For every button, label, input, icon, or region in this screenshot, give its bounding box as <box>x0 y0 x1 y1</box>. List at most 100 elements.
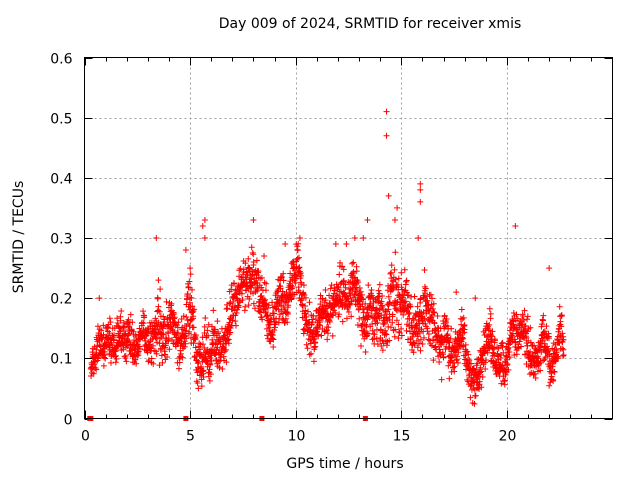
data-point <box>255 285 262 292</box>
data-point <box>112 359 119 366</box>
data-point <box>188 316 195 323</box>
data-point <box>386 337 393 344</box>
data-point <box>93 366 100 373</box>
data-point <box>540 312 547 319</box>
data-point <box>98 327 105 334</box>
data-point <box>171 314 178 321</box>
data-point <box>225 340 232 347</box>
data-point <box>401 266 408 273</box>
data-point <box>391 333 398 340</box>
data-point <box>403 277 410 284</box>
data-point <box>450 364 457 371</box>
data-point <box>232 318 239 325</box>
data-point <box>337 259 344 266</box>
data-point <box>212 351 219 358</box>
data-point <box>216 364 223 371</box>
data-point <box>498 340 505 347</box>
data-point <box>295 240 302 247</box>
data-point <box>383 108 390 115</box>
data-point <box>270 344 277 351</box>
data-point <box>158 352 165 359</box>
data-point <box>398 325 405 332</box>
data-point <box>348 313 355 320</box>
data-point <box>182 247 189 254</box>
data-point <box>355 298 362 305</box>
data-point <box>406 309 413 316</box>
data-point <box>112 352 119 359</box>
data-point <box>219 366 226 372</box>
data-point <box>455 349 462 356</box>
plot-frame <box>84 57 613 419</box>
data-point <box>434 312 441 319</box>
data-point <box>262 287 269 294</box>
data-point <box>316 321 323 328</box>
data-point <box>502 371 509 378</box>
data-point <box>501 377 508 384</box>
data-point <box>527 348 534 355</box>
data-point <box>448 325 455 332</box>
data-point <box>284 319 291 326</box>
data-point <box>187 265 194 272</box>
data-point <box>541 328 548 335</box>
data-point <box>430 337 437 344</box>
data-point <box>376 281 383 288</box>
data-point <box>482 366 489 373</box>
data-point <box>379 303 386 310</box>
data-point <box>416 330 423 337</box>
data-point <box>235 304 242 311</box>
data-point <box>294 255 301 262</box>
data-point <box>175 365 182 372</box>
data-point <box>395 275 402 282</box>
data-point <box>400 311 407 318</box>
data-point <box>539 321 546 328</box>
data-point <box>304 345 311 352</box>
data-point <box>155 303 162 310</box>
data-point <box>254 269 261 276</box>
data-point <box>472 295 479 302</box>
data-point <box>369 327 376 334</box>
data-point <box>414 303 421 310</box>
data-point <box>338 299 345 306</box>
data-point <box>274 293 281 300</box>
data-point <box>535 355 542 362</box>
data-point <box>248 244 255 251</box>
y-tick-label: 0.1 <box>50 352 72 368</box>
data-point <box>417 186 424 193</box>
data-point <box>214 344 221 351</box>
data-point <box>261 279 268 286</box>
data-point <box>287 270 294 277</box>
data-point <box>379 337 386 344</box>
data-point <box>441 312 448 319</box>
data-point <box>239 297 246 304</box>
data-point <box>421 266 428 273</box>
data-point <box>391 266 398 273</box>
data-point <box>339 318 346 325</box>
data-point <box>363 322 370 329</box>
data-point <box>532 375 539 382</box>
data-point <box>285 302 292 309</box>
data-point <box>201 323 208 330</box>
data-point <box>275 306 282 313</box>
data-point <box>357 342 364 349</box>
data-point <box>471 366 478 373</box>
data-point <box>306 351 313 358</box>
x-axis-label: GPS time / hours <box>286 456 404 472</box>
data-point <box>436 346 443 353</box>
data-point <box>391 302 398 309</box>
data-point <box>350 259 357 266</box>
data-point <box>489 328 496 335</box>
data-point <box>228 286 235 293</box>
data-point <box>465 351 472 358</box>
data-point <box>208 358 215 365</box>
data-point <box>181 343 188 350</box>
data-point <box>248 284 255 291</box>
data-point <box>531 342 538 349</box>
data-point <box>325 324 332 331</box>
data-point <box>242 260 249 267</box>
data-point <box>417 180 424 187</box>
x-tick-label: 10 <box>288 429 306 445</box>
data-point <box>365 282 372 289</box>
data-point <box>478 384 485 391</box>
data-point <box>300 290 307 297</box>
data-point <box>165 335 172 342</box>
